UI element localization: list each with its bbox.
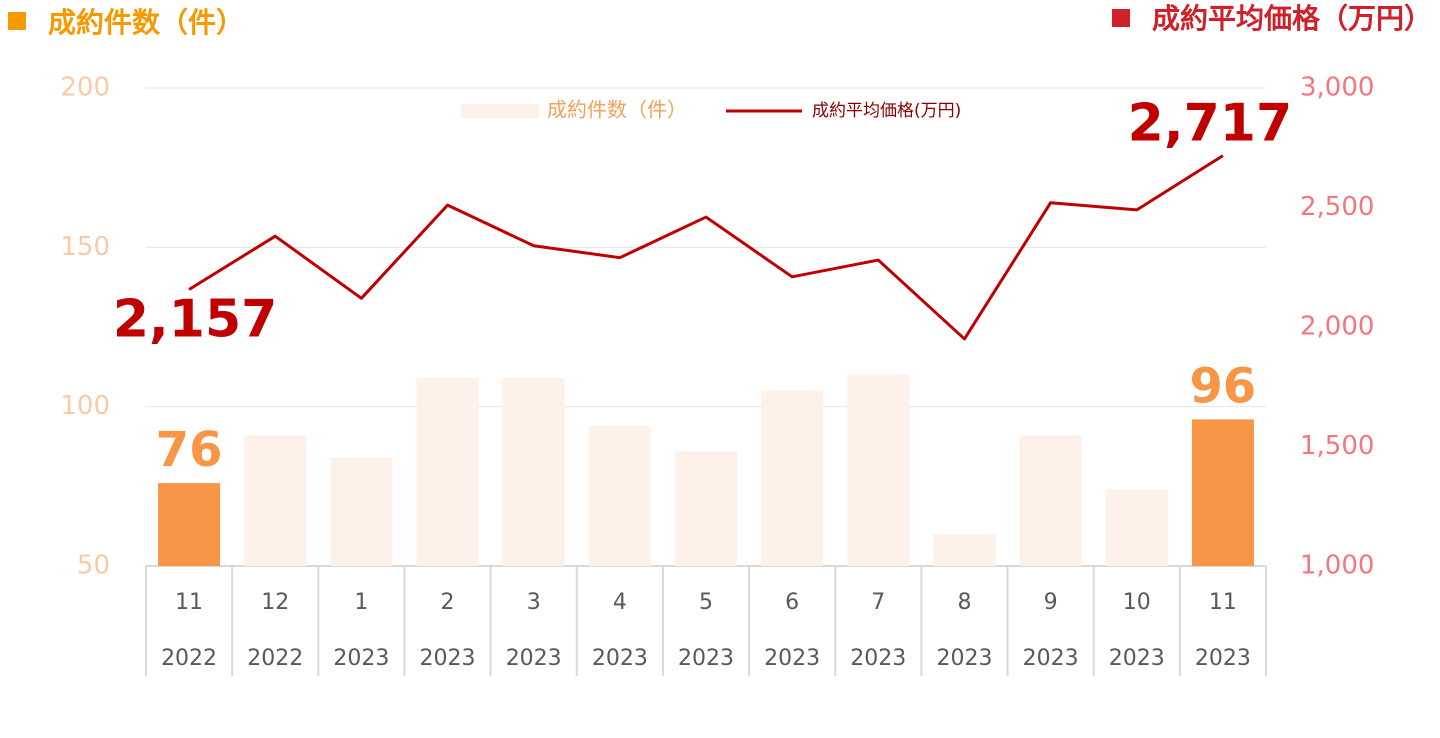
bar [330,457,393,566]
x-group-label: 2023 [506,646,562,671]
x-tick-label: 1 [354,590,368,615]
x-tick-label: 10 [1123,590,1151,615]
bar [244,435,307,566]
y2-tick-label: 1,500 [1300,431,1374,461]
x-group-label: 2023 [1195,646,1251,671]
x-tick-label: 2 [441,590,455,615]
x-group-label: 2023 [420,646,476,671]
bar [675,451,737,566]
x-tick-label: 11 [175,590,203,615]
bar [158,483,221,566]
line [188,154,1224,341]
x-group-label: 2023 [1023,646,1079,671]
x-tick-label: 8 [957,590,971,615]
x-tick-label: 11 [1209,590,1237,615]
y-tick-label: 100 [60,391,110,421]
x-group-label: 2022 [161,646,217,671]
y-tick-label: 50 [77,551,110,581]
x-group-label: 2023 [1109,646,1165,671]
bar-value-label: 96 [1190,358,1257,414]
title-marker [1112,9,1130,27]
legend-label: 成約平均価格(万円) [812,101,961,121]
legend-label: 成約件数（件） [547,98,687,122]
bar [502,377,565,566]
x-group-label: 2023 [333,646,389,671]
x-tick-label: 9 [1044,590,1058,615]
x-group-label: 2023 [764,646,820,671]
x-tick-label: 3 [527,590,541,615]
line-value-label: 2,157 [113,289,277,349]
bar [1191,419,1254,566]
y2-tick-label: 1,000 [1300,551,1374,581]
x-group-label: 2023 [850,646,906,671]
x-tick-label: 6 [785,590,799,615]
x-tick-label: 4 [613,590,627,615]
legend-swatch [461,104,539,118]
y2-tick-label: 2,000 [1300,312,1374,342]
bar [933,534,996,566]
bar [1105,489,1168,566]
x-group-label: 2023 [678,646,734,671]
bar [761,390,824,566]
x-group-label: 2023 [936,646,992,671]
y2-tick-label: 3,000 [1300,73,1374,103]
y-tick-label: 200 [60,73,110,103]
y-axis-title: 成約件数（件） [48,6,244,39]
bar [588,425,651,566]
x-tick-label: 5 [699,590,713,615]
y2-axis-title: 成約平均価格（万円） [1152,2,1432,35]
title-marker [8,12,26,30]
x-group-label: 2022 [247,646,303,671]
x-tick-label: 7 [871,590,885,615]
bar [1019,435,1082,566]
line-value-label: 2,717 [1128,94,1292,154]
x-tick-label: 12 [261,590,289,615]
bar [416,377,479,566]
y-tick-label: 150 [60,232,110,262]
y2-tick-label: 2,500 [1300,192,1374,222]
bar [847,374,910,566]
x-group-label: 2023 [592,646,648,671]
bar-value-label: 76 [156,422,223,478]
